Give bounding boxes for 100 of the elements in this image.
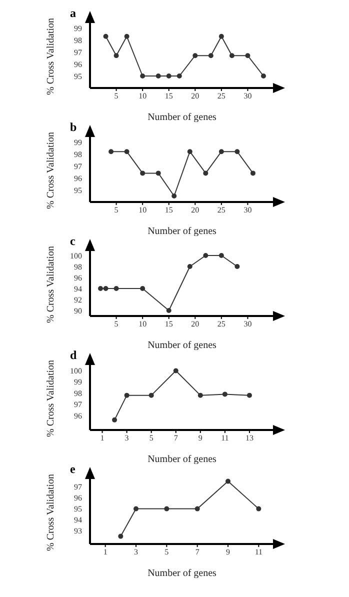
x-tick-label: 15: [164, 92, 173, 101]
x-tick-label: 7: [195, 548, 200, 557]
point: [134, 506, 138, 512]
x-tick-label: 5: [164, 548, 169, 557]
point: [124, 34, 130, 39]
y-tick-label: 98: [74, 150, 82, 159]
point: [222, 392, 228, 397]
point: [245, 53, 250, 58]
point: [203, 253, 208, 258]
x-tick-label: 25: [217, 206, 226, 215]
x-tick-label: 1: [100, 434, 104, 443]
y-tick-label: 98: [74, 262, 82, 272]
x-tick-label: 5: [114, 92, 118, 101]
chart-title: e: [70, 462, 76, 477]
y-tick-label: 98: [74, 388, 82, 398]
point: [166, 74, 172, 78]
x-axis-title: Number of genes: [148, 568, 217, 579]
point: [256, 506, 262, 512]
x-tick-label: 11: [221, 434, 229, 443]
y-tick-label: 96: [74, 60, 82, 69]
y-tick-label: 95: [74, 72, 82, 81]
x-tick-label: 13: [245, 434, 254, 443]
y-tick-label: 94: [74, 516, 82, 525]
point: [234, 149, 240, 154]
y-tick-label: 96: [74, 411, 82, 420]
point: [250, 170, 256, 176]
y-tick-label: 96: [74, 174, 82, 183]
point: [166, 308, 172, 313]
point: [218, 34, 224, 39]
point: [173, 368, 178, 374]
chart-title: c: [70, 234, 76, 249]
x-tick-label: 3: [134, 548, 138, 557]
x-tick-label: 10: [138, 92, 147, 101]
point: [156, 170, 161, 176]
x-axis-title: Number of genes: [148, 340, 217, 351]
y-axis-title: % Cross Validation: [46, 246, 57, 323]
x-tick-label: 10: [138, 206, 147, 215]
x-tick-label: 5: [114, 206, 118, 215]
point: [246, 392, 252, 398]
point: [103, 286, 108, 291]
y-tick-label: 90: [74, 306, 82, 316]
y-tick-label: 97: [74, 482, 82, 492]
y-tick-label: 95: [74, 504, 82, 514]
y-tick-label: 93: [74, 526, 82, 536]
y-tick-label: 92: [74, 295, 82, 304]
point: [124, 149, 130, 154]
x-tick-label: 30: [244, 92, 252, 101]
point: [156, 74, 161, 78]
x-axis-title: Number of genes: [148, 112, 217, 123]
y-tick-label: 97: [74, 162, 82, 171]
y-tick-label: 99: [74, 378, 82, 387]
point: [140, 74, 146, 78]
x-tick-label: 25: [217, 320, 226, 329]
point: [124, 392, 130, 398]
point: [118, 534, 124, 539]
point: [229, 53, 234, 58]
y-tick-label: 99: [74, 138, 82, 147]
point: [103, 34, 108, 39]
x-axis-title: Number of genes: [148, 454, 217, 465]
point: [187, 149, 192, 154]
y-tick-label: 99: [74, 24, 82, 33]
point: [198, 392, 203, 398]
point: [140, 170, 146, 176]
point: [164, 506, 170, 512]
x-tick-label: 20: [191, 206, 200, 215]
y-tick-label: 100: [70, 366, 82, 376]
y-tick-label: 98: [74, 36, 82, 45]
x-tick-label: 20: [191, 92, 200, 101]
y-tick-label: 96: [74, 494, 82, 503]
point: [187, 264, 192, 269]
x-tick-label: 20: [191, 320, 200, 329]
y-tick-label: 97: [74, 48, 82, 57]
y-tick-label: 95: [74, 186, 82, 195]
point: [112, 417, 118, 422]
y-axis-title: % Cross Validation: [46, 18, 57, 95]
y-tick-label: 100: [70, 251, 82, 260]
y-tick-label: 96: [74, 273, 82, 282]
chart-title: b: [70, 120, 77, 135]
x-tick-label: 15: [164, 320, 173, 329]
y-tick-label: 97: [74, 400, 82, 410]
point: [140, 286, 146, 291]
point: [260, 74, 266, 78]
point: [226, 478, 230, 484]
point: [172, 194, 177, 198]
x-tick-label: 3: [124, 434, 129, 443]
x-tick-label: 7: [174, 434, 178, 443]
point: [203, 170, 208, 176]
point: [218, 253, 224, 258]
chart-title: d: [70, 348, 77, 363]
y-axis-title: % Cross Validation: [46, 474, 57, 551]
point: [218, 149, 224, 154]
point: [176, 74, 182, 78]
y-tick-label: 94: [74, 284, 82, 294]
chart-title: a: [70, 6, 76, 21]
point: [208, 53, 214, 58]
point: [114, 286, 119, 291]
x-tick-label: 25: [217, 92, 226, 101]
point: [148, 392, 154, 398]
point: [194, 506, 200, 512]
x-tick-label: 10: [138, 320, 147, 329]
